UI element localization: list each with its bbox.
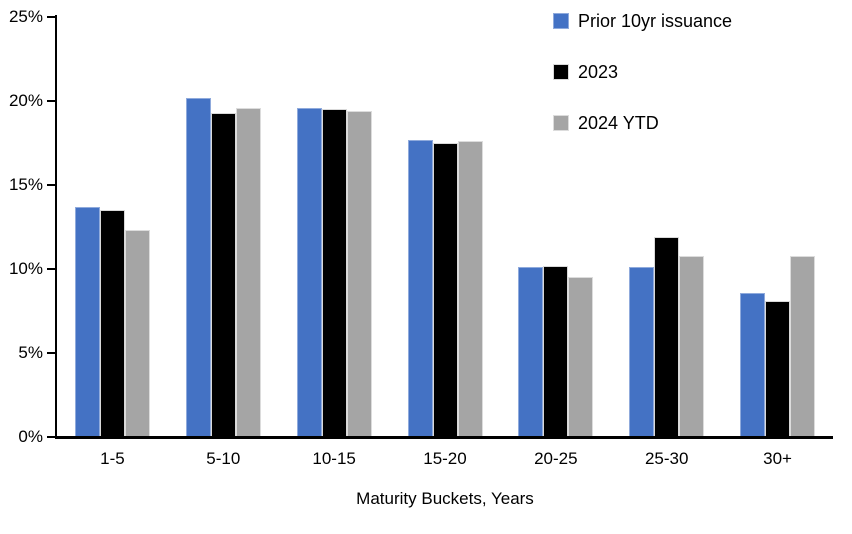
- x-axis-title: Maturity Buckets, Years: [356, 489, 534, 508]
- x-axis-label-25-30: 25-30: [644, 449, 689, 468]
- x-axis-label-20-25: 20-25: [534, 449, 578, 468]
- x-axis-label-30: 30+: [763, 449, 792, 468]
- x-axis-label-10-15: 10-15: [312, 449, 356, 468]
- legend-label: 2023: [578, 61, 619, 82]
- y-axis-tick-15: [47, 184, 55, 186]
- legend-swatch-blue: [553, 13, 569, 29]
- y-axis-tick-0: [47, 436, 55, 438]
- bar-2024-ytd-20-25: [568, 277, 594, 437]
- bar-2023-20-25: [543, 265, 569, 437]
- y-axis-label-10: 10%: [8, 259, 43, 278]
- x-axis-label-5-10: 5-10: [206, 449, 241, 468]
- legend: Prior 10yr issuance 2023 2024 YTD: [553, 10, 733, 133]
- bar-2023-15-20: [432, 143, 458, 437]
- bar-2023-25-30: [654, 237, 680, 437]
- y-axis-label-25: 25%: [8, 7, 43, 26]
- legend-item-2024-ytd: 2024 YTD: [553, 112, 732, 133]
- x-axis-label-15-20: 15-20: [423, 449, 467, 468]
- bar-2024-ytd-10-15: [346, 111, 372, 437]
- y-axis-label-5: 5%: [18, 343, 43, 362]
- bar-prior-10yr-issuance-30: [740, 292, 766, 437]
- bar-2024-ytd-25-30: [679, 255, 705, 437]
- bar-prior-10yr-issuance-20-25: [518, 267, 544, 437]
- bar-2024-ytd-1-5: [124, 230, 150, 437]
- x-axis-label-1-5: 1-5: [100, 449, 125, 468]
- bar-prior-10yr-issuance-15-20: [407, 139, 433, 437]
- bar-2024-ytd-15-20: [457, 141, 483, 437]
- bar-prior-10yr-issuance-25-30: [629, 267, 655, 437]
- bar-prior-10yr-issuance-10-15: [296, 107, 322, 437]
- bar-2024-ytd-5-10: [235, 107, 261, 437]
- bar-2024-ytd-30: [790, 255, 816, 437]
- bar-2023-1-5: [99, 210, 125, 437]
- legend-swatch-gray: [553, 115, 569, 131]
- y-axis-line: [55, 15, 57, 437]
- bar-2023-30: [765, 300, 791, 437]
- bar-prior-10yr-issuance-5-10: [185, 97, 211, 437]
- plot-area: [57, 17, 833, 437]
- y-axis-label-0: 0%: [18, 427, 43, 446]
- legend-label: Prior 10yr issuance: [578, 10, 733, 31]
- y-axis-tick-25: [47, 16, 55, 18]
- bar-2023-10-15: [321, 109, 347, 437]
- x-axis-line: [55, 436, 833, 439]
- y-axis-tick-10: [47, 268, 55, 270]
- bar-2023-5-10: [210, 112, 236, 437]
- legend-swatch-black: [553, 64, 569, 80]
- legend-item-2023: 2023: [553, 61, 732, 82]
- y-axis-tick-5: [47, 352, 55, 354]
- y-axis-tick-20: [47, 100, 55, 102]
- y-axis-label-15: 15%: [8, 175, 43, 194]
- bar-prior-10yr-issuance-1-5: [74, 206, 100, 437]
- legend-label: 2024 YTD: [578, 112, 659, 133]
- y-axis-label-20: 20%: [8, 91, 43, 110]
- legend-item-prior-10yr-issuance: Prior 10yr issuance: [553, 10, 733, 31]
